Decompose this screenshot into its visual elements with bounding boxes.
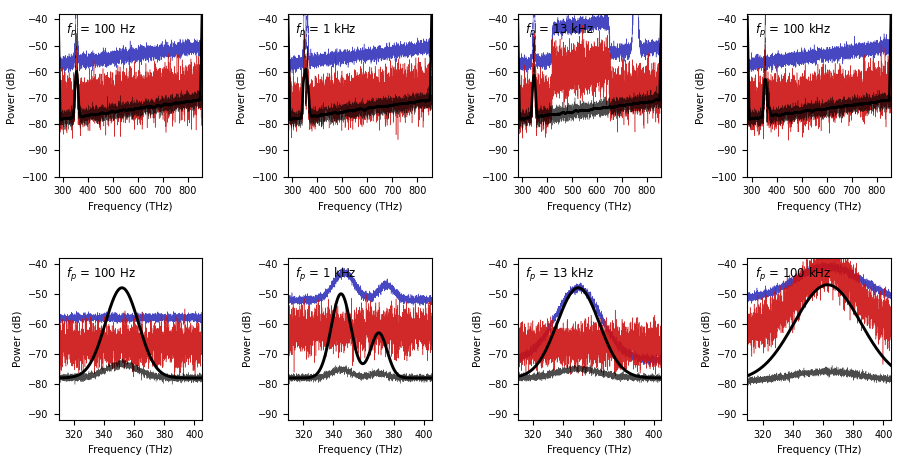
Y-axis label: Power (dB): Power (dB) xyxy=(6,67,17,124)
Y-axis label: Power (dB): Power (dB) xyxy=(13,311,22,367)
X-axis label: Frequency (THz): Frequency (THz) xyxy=(88,202,173,212)
Y-axis label: Power (dB): Power (dB) xyxy=(702,311,712,367)
X-axis label: Frequency (THz): Frequency (THz) xyxy=(318,446,402,455)
Text: $f_p$ = 13 kHz: $f_p$ = 13 kHz xyxy=(525,22,594,40)
Text: $f_p$ = 1 kHz: $f_p$ = 1 kHz xyxy=(295,266,357,284)
X-axis label: Frequency (THz): Frequency (THz) xyxy=(777,202,861,212)
Y-axis label: Power (dB): Power (dB) xyxy=(237,67,247,124)
X-axis label: Frequency (THz): Frequency (THz) xyxy=(547,202,632,212)
X-axis label: Frequency (THz): Frequency (THz) xyxy=(318,202,402,212)
Y-axis label: Power (dB): Power (dB) xyxy=(472,311,482,367)
Y-axis label: Power (dB): Power (dB) xyxy=(242,311,252,367)
Text: $f_p$ = 1 kHz: $f_p$ = 1 kHz xyxy=(295,22,357,40)
Text: $f_p$ = 100 Hz: $f_p$ = 100 Hz xyxy=(66,266,135,284)
X-axis label: Frequency (THz): Frequency (THz) xyxy=(777,446,861,455)
Text: $f_p$ = 13 kHz: $f_p$ = 13 kHz xyxy=(525,266,594,284)
Text: $f_p$ = 100 Hz: $f_p$ = 100 Hz xyxy=(66,22,135,40)
Text: $f_p$ = 100 kHz: $f_p$ = 100 kHz xyxy=(754,266,832,284)
X-axis label: Frequency (THz): Frequency (THz) xyxy=(88,446,173,455)
Text: $f_p$ = 100 kHz: $f_p$ = 100 kHz xyxy=(754,22,832,40)
Y-axis label: Power (dB): Power (dB) xyxy=(466,67,476,124)
X-axis label: Frequency (THz): Frequency (THz) xyxy=(547,446,632,455)
Y-axis label: Power (dB): Power (dB) xyxy=(696,67,706,124)
